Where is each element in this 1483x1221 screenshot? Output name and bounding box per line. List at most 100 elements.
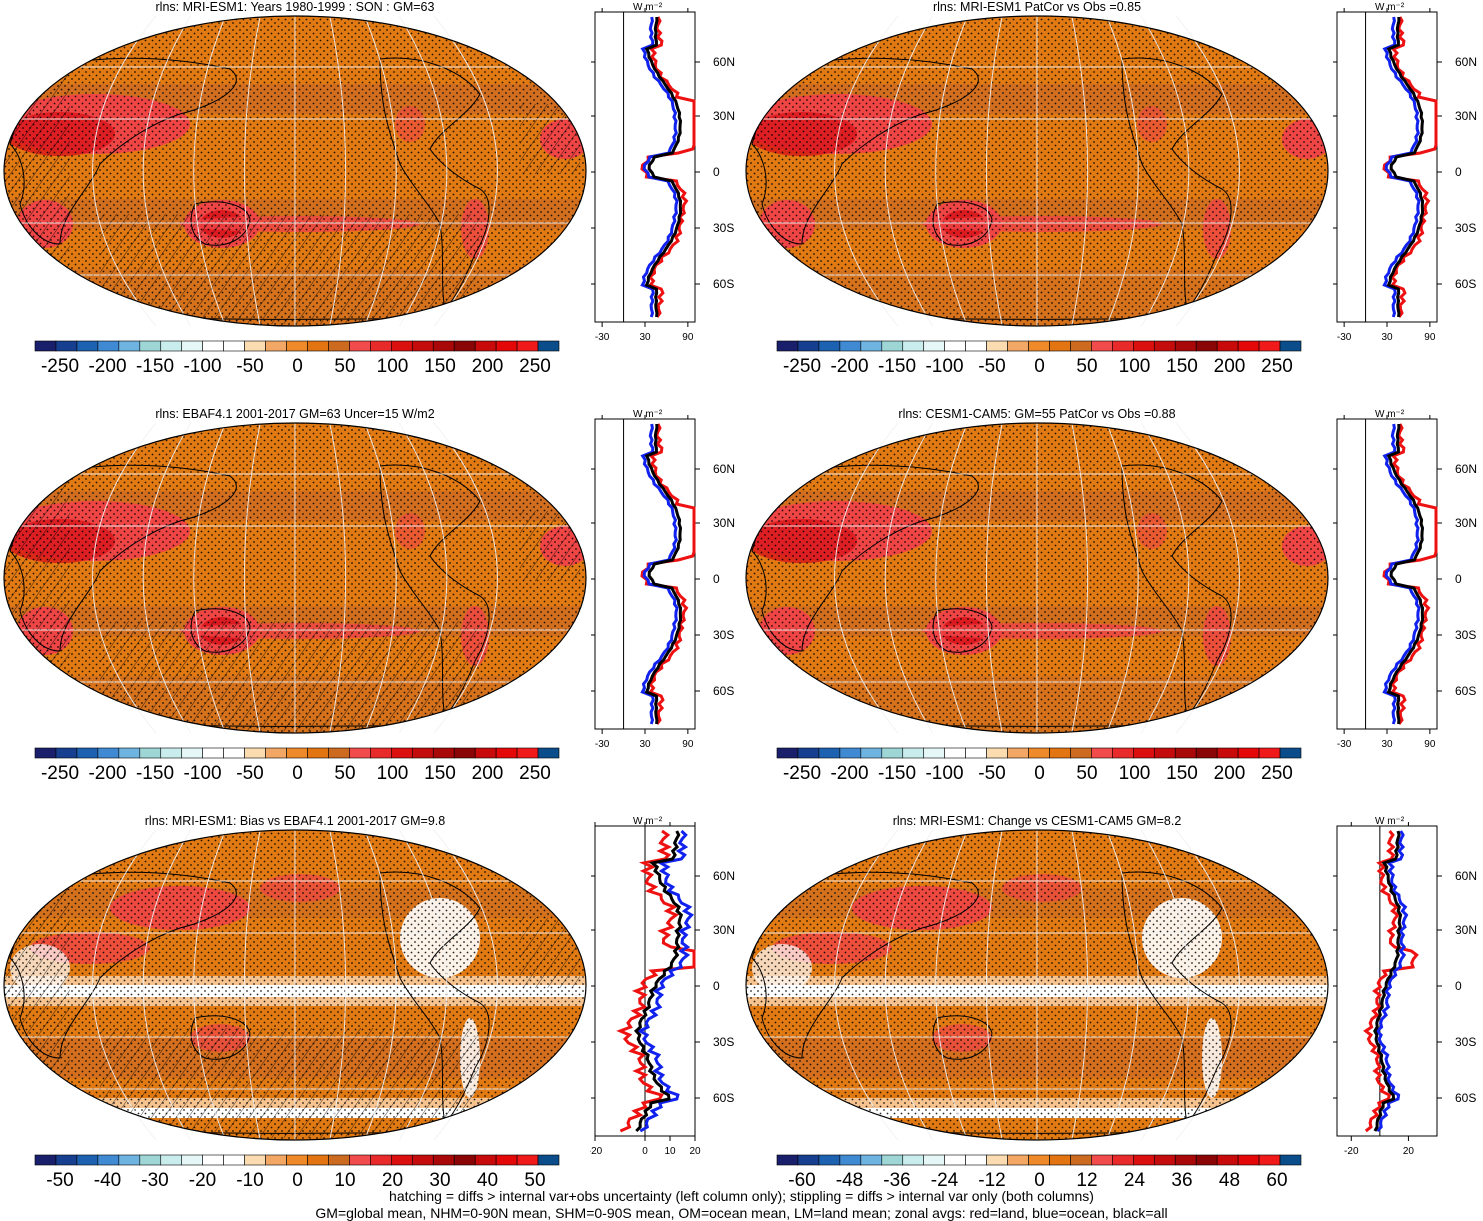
- colorbar-swatch: [97, 340, 120, 352]
- colorbar-swatch: [223, 747, 245, 759]
- colorbar-label: -100: [183, 763, 222, 784]
- colorbar-swatch: [55, 340, 78, 352]
- colorbar-swatch: [160, 747, 183, 759]
- colorbar-swatch: [881, 340, 904, 352]
- colorbar-swatch: [181, 1154, 203, 1166]
- zonal-xtick-label: 20: [1403, 1146, 1415, 1157]
- colorbar-swatch: [923, 1154, 945, 1166]
- map-plot: [745, 15, 1329, 327]
- latitude-label: 0: [1455, 572, 1462, 586]
- colorbar-label: 100: [1118, 763, 1151, 784]
- colorbar: [776, 1154, 1302, 1166]
- colorbar-swatch: [1091, 1154, 1113, 1166]
- latitude-label: 30N: [713, 516, 735, 530]
- colorbar-swatch: [1153, 747, 1176, 759]
- zonal-units-label: W m⁻²: [633, 2, 663, 13]
- colorbar-swatch: [76, 340, 99, 352]
- colorbar-label: 250: [1261, 763, 1293, 784]
- colorbar-swatch: [1153, 340, 1176, 352]
- colorbar-swatch: [1237, 747, 1260, 759]
- colorbar-swatch: [1007, 1154, 1029, 1166]
- colorbar-swatch: [902, 340, 925, 352]
- colorbar-swatch: [223, 1154, 245, 1166]
- colorbar-swatch: [223, 340, 245, 352]
- latitude-label: 30N: [713, 923, 735, 937]
- zonal-xtick-label: 90: [1424, 332, 1436, 343]
- colorbar-label: -200: [88, 356, 127, 377]
- colorbar-swatch: [495, 747, 518, 759]
- latitude-label: 60S: [713, 1091, 734, 1105]
- panel-model-patcor: rlns: MRI-ESM1 PatCor vs Obs =0.85 -250-…: [742, 0, 1483, 407]
- colorbar: [34, 340, 560, 352]
- colorbar-label: 0: [1034, 1170, 1045, 1191]
- colorbar-swatch: [1070, 340, 1092, 352]
- colorbar-label: 250: [1261, 356, 1293, 377]
- colorbar-swatch: [411, 340, 434, 352]
- colorbar-label: 100: [376, 356, 409, 377]
- colorbar-label: -50: [978, 356, 1006, 377]
- latitude-label: 30N: [713, 109, 735, 123]
- colorbar-swatch: [860, 340, 883, 352]
- zonal-units-label: W m⁻²: [1375, 409, 1405, 420]
- zonal-mean-plot: W m⁻² -30 30 90 60N 30N 0 30S 60S: [1333, 409, 1477, 750]
- colorbar-label: 200: [1213, 763, 1246, 784]
- colorbar-swatch: [1049, 340, 1071, 352]
- colorbar-swatch: [370, 1154, 392, 1166]
- colorbar-swatch: [160, 1154, 183, 1166]
- zonal-mean-plot: W m⁻² -20 20 60N 30N 0 30S 60S: [1333, 816, 1477, 1157]
- colorbar-label: 150: [424, 356, 456, 377]
- latitude-label: 60S: [1455, 277, 1476, 291]
- map-plot: [3, 15, 587, 327]
- colorbar-swatch: [265, 340, 287, 352]
- zonal-ocean-line: [636, 829, 694, 1133]
- zonal-mean-plot: W m⁻² -30 30 90 60N 30N 0 30S 60S: [591, 2, 735, 343]
- colorbar-swatch: [902, 1154, 925, 1166]
- colorbar-swatch: [965, 747, 987, 759]
- colorbar-swatch: [202, 747, 224, 759]
- colorbar-label: 12: [1076, 1170, 1098, 1191]
- colorbar-swatch: [349, 340, 371, 352]
- colorbar-label: -12: [978, 1170, 1006, 1191]
- colorbar-swatch: [1258, 747, 1281, 759]
- latitude-label: 60S: [1455, 1091, 1476, 1105]
- colorbar-swatch: [244, 1154, 266, 1166]
- colorbar-swatch: [265, 747, 287, 759]
- colorbar-swatch: [202, 1154, 224, 1166]
- colorbar-label: 50: [334, 356, 356, 377]
- latitude-label: 60S: [713, 277, 734, 291]
- colorbar-swatch: [537, 747, 560, 759]
- latitude-label: 30N: [1455, 516, 1477, 530]
- colorbar-label: -50: [978, 763, 1006, 784]
- latitude-label: 0: [1455, 165, 1462, 179]
- colorbar-swatch: [370, 340, 392, 352]
- colorbar-swatch: [1195, 1154, 1218, 1166]
- colorbar-label: 0: [292, 356, 303, 377]
- panel-model-climatology: rlns: MRI-ESM1: Years 1980-1999 : SON : …: [0, 0, 741, 407]
- colorbar-swatch: [797, 340, 820, 352]
- colorbar-swatch: [411, 1154, 434, 1166]
- colorbar-swatch: [411, 747, 434, 759]
- colorbar-swatch: [160, 340, 183, 352]
- colorbar-swatch: [432, 1154, 455, 1166]
- colorbar-swatch: [307, 340, 329, 352]
- colorbar-label: 60: [1266, 1170, 1288, 1191]
- colorbar-swatch: [349, 1154, 371, 1166]
- zonal-all-line: [1373, 830, 1403, 1132]
- colorbar-swatch: [1070, 747, 1092, 759]
- colorbar-label: 24: [1123, 1170, 1146, 1191]
- colorbar-swatch: [55, 1154, 78, 1166]
- zonal-units-label: W m⁻²: [633, 816, 663, 827]
- colorbar-swatch: [818, 747, 841, 759]
- colorbar-label: 150: [1166, 763, 1198, 784]
- colorbar-label: -100: [925, 763, 964, 784]
- colorbar-label: -250: [40, 356, 80, 377]
- colorbar: [34, 1154, 560, 1166]
- colorbar-swatch: [839, 747, 862, 759]
- colorbar-swatch: [797, 1154, 820, 1166]
- colorbar-swatch: [391, 1154, 413, 1166]
- colorbar-swatch: [495, 1154, 518, 1166]
- zonal-xtick-label: 30: [639, 739, 651, 750]
- colorbar-swatch: [76, 747, 99, 759]
- colorbar-label: -150: [877, 763, 917, 784]
- colorbar-swatch: [1133, 1154, 1155, 1166]
